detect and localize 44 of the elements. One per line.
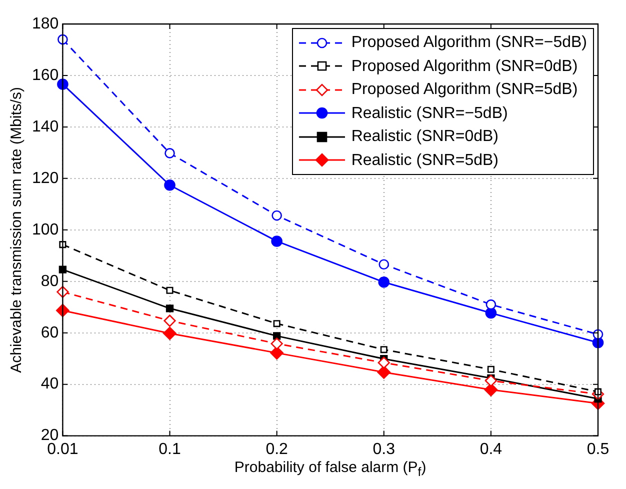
y-axis-title: Achievable transmission sum rate (Mbits/s): [8, 86, 26, 373]
y-tick-label: 40: [40, 376, 59, 393]
point: [271, 236, 282, 247]
legend-label: Realistic (SNR=0dB): [351, 127, 498, 147]
point: [164, 314, 176, 327]
x-tick-label: 0.2: [266, 440, 288, 458]
point: [272, 332, 281, 340]
x-axis-title: Probability of false alarm (P$_{f}$): [234, 458, 426, 479]
x-tick-label: 0.4: [480, 440, 502, 458]
point: [166, 304, 174, 312]
x-tick-label: 0.1: [158, 440, 181, 458]
y-tick-label: 140: [32, 118, 59, 136]
x-tick-label: 0.3: [372, 440, 396, 458]
x-tick-label: 0.01: [47, 440, 78, 458]
point: [378, 356, 390, 369]
point: [378, 259, 390, 270]
y-tick-label: 120: [32, 170, 59, 187]
point: [486, 299, 496, 310]
point: [273, 320, 280, 328]
legend-label: Proposed Algorithm (SNR=−5dB): [351, 33, 587, 53]
legend-label: Realistic (SNR=−5dB): [351, 104, 508, 124]
legend-label: Realistic (SNR=5dB): [351, 150, 498, 170]
legend-label: Proposed Algorithm (SNR=5dB): [351, 80, 578, 100]
x-tick-label: 0.5: [586, 440, 610, 458]
y-tick-label: 80: [40, 272, 59, 290]
point: [380, 346, 388, 354]
point: [487, 366, 494, 373]
y-tick-label: 160: [32, 66, 59, 84]
y-tick-label: 60: [40, 324, 59, 342]
point: [166, 286, 174, 294]
point: [484, 383, 498, 396]
y-tick-label: 180: [32, 15, 59, 32]
point: [270, 346, 284, 360]
point: [272, 210, 282, 221]
point: [270, 338, 283, 350]
point: [377, 366, 391, 379]
point: [163, 326, 176, 340]
y-tick-label: 100: [32, 221, 59, 238]
point: [484, 374, 497, 387]
point: [164, 179, 176, 191]
point: [485, 307, 497, 319]
point: [164, 148, 175, 158]
point: [378, 276, 390, 288]
legend-label: Proposed Algorithm (SNR=0dB): [351, 56, 578, 76]
